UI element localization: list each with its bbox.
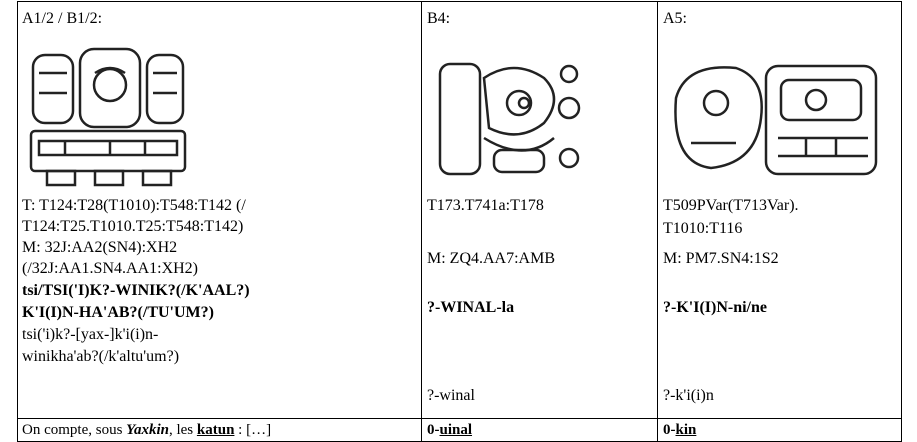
term: kin	[675, 422, 697, 438]
mayan-line: M: 32J:AA2(SN4):XH2	[22, 239, 178, 256]
mayan-line: M: PM7.SN4:1S2	[663, 250, 779, 267]
caption: 0-uinal	[427, 420, 472, 441]
glyph-image	[29, 47, 187, 187]
reading-line: ?-K'I(I)N-ni/ne	[663, 299, 767, 316]
caption: 0-kin	[663, 420, 696, 441]
cell-heading: B4:	[427, 10, 451, 27]
transcription-line: winikha'ab?(/k'altu'um?)	[22, 348, 180, 365]
reading-line: ?-WINAL-la	[427, 299, 515, 316]
mayan-line: (/32J:AA1.SN4.AA1:XH2)	[22, 260, 198, 277]
catalog-line: T509PVar(T713Var).	[663, 197, 799, 214]
transcription-line: ?-winal	[427, 387, 475, 404]
reading-line: K'I(I)N-HA'AB?(/TU'UM?)	[22, 304, 214, 321]
text: : […]	[234, 422, 272, 438]
glyph-image	[438, 62, 581, 176]
cell-heading: A1/2 / B1/2:	[22, 10, 103, 27]
catalog-line: T1010:T116	[663, 220, 743, 237]
text: 0-	[663, 422, 676, 438]
text: 0-	[427, 422, 440, 438]
mayan-line: M: ZQ4.AA7:AMB	[427, 250, 556, 267]
reading-line: tsi/TSI('I)K?-WINIK?(/K'AAL?)	[22, 282, 250, 299]
transcription-line: ?-k'i(i)n	[663, 387, 714, 404]
term: uinal	[439, 422, 473, 438]
emphasis: Yaxkin	[126, 422, 169, 438]
transcription-line: tsi('i)k?-[yax-]k'i(i)n-	[22, 326, 159, 343]
text: , les	[168, 422, 197, 438]
catalog-line: T173.T741a:T178	[427, 197, 544, 214]
caption: On compte, sous Yaxkin, les katun : […]	[22, 420, 271, 441]
text: On compte, sous	[22, 422, 127, 438]
cell-heading: A5:	[663, 10, 687, 27]
catalog-line: T: T124:T28(T1010):T548:T142 (/	[22, 197, 246, 214]
term: katun	[196, 422, 235, 438]
catalog-line: T124:T25.T1010.T25:T548:T142)	[22, 218, 244, 235]
glyph-image	[674, 64, 878, 176]
